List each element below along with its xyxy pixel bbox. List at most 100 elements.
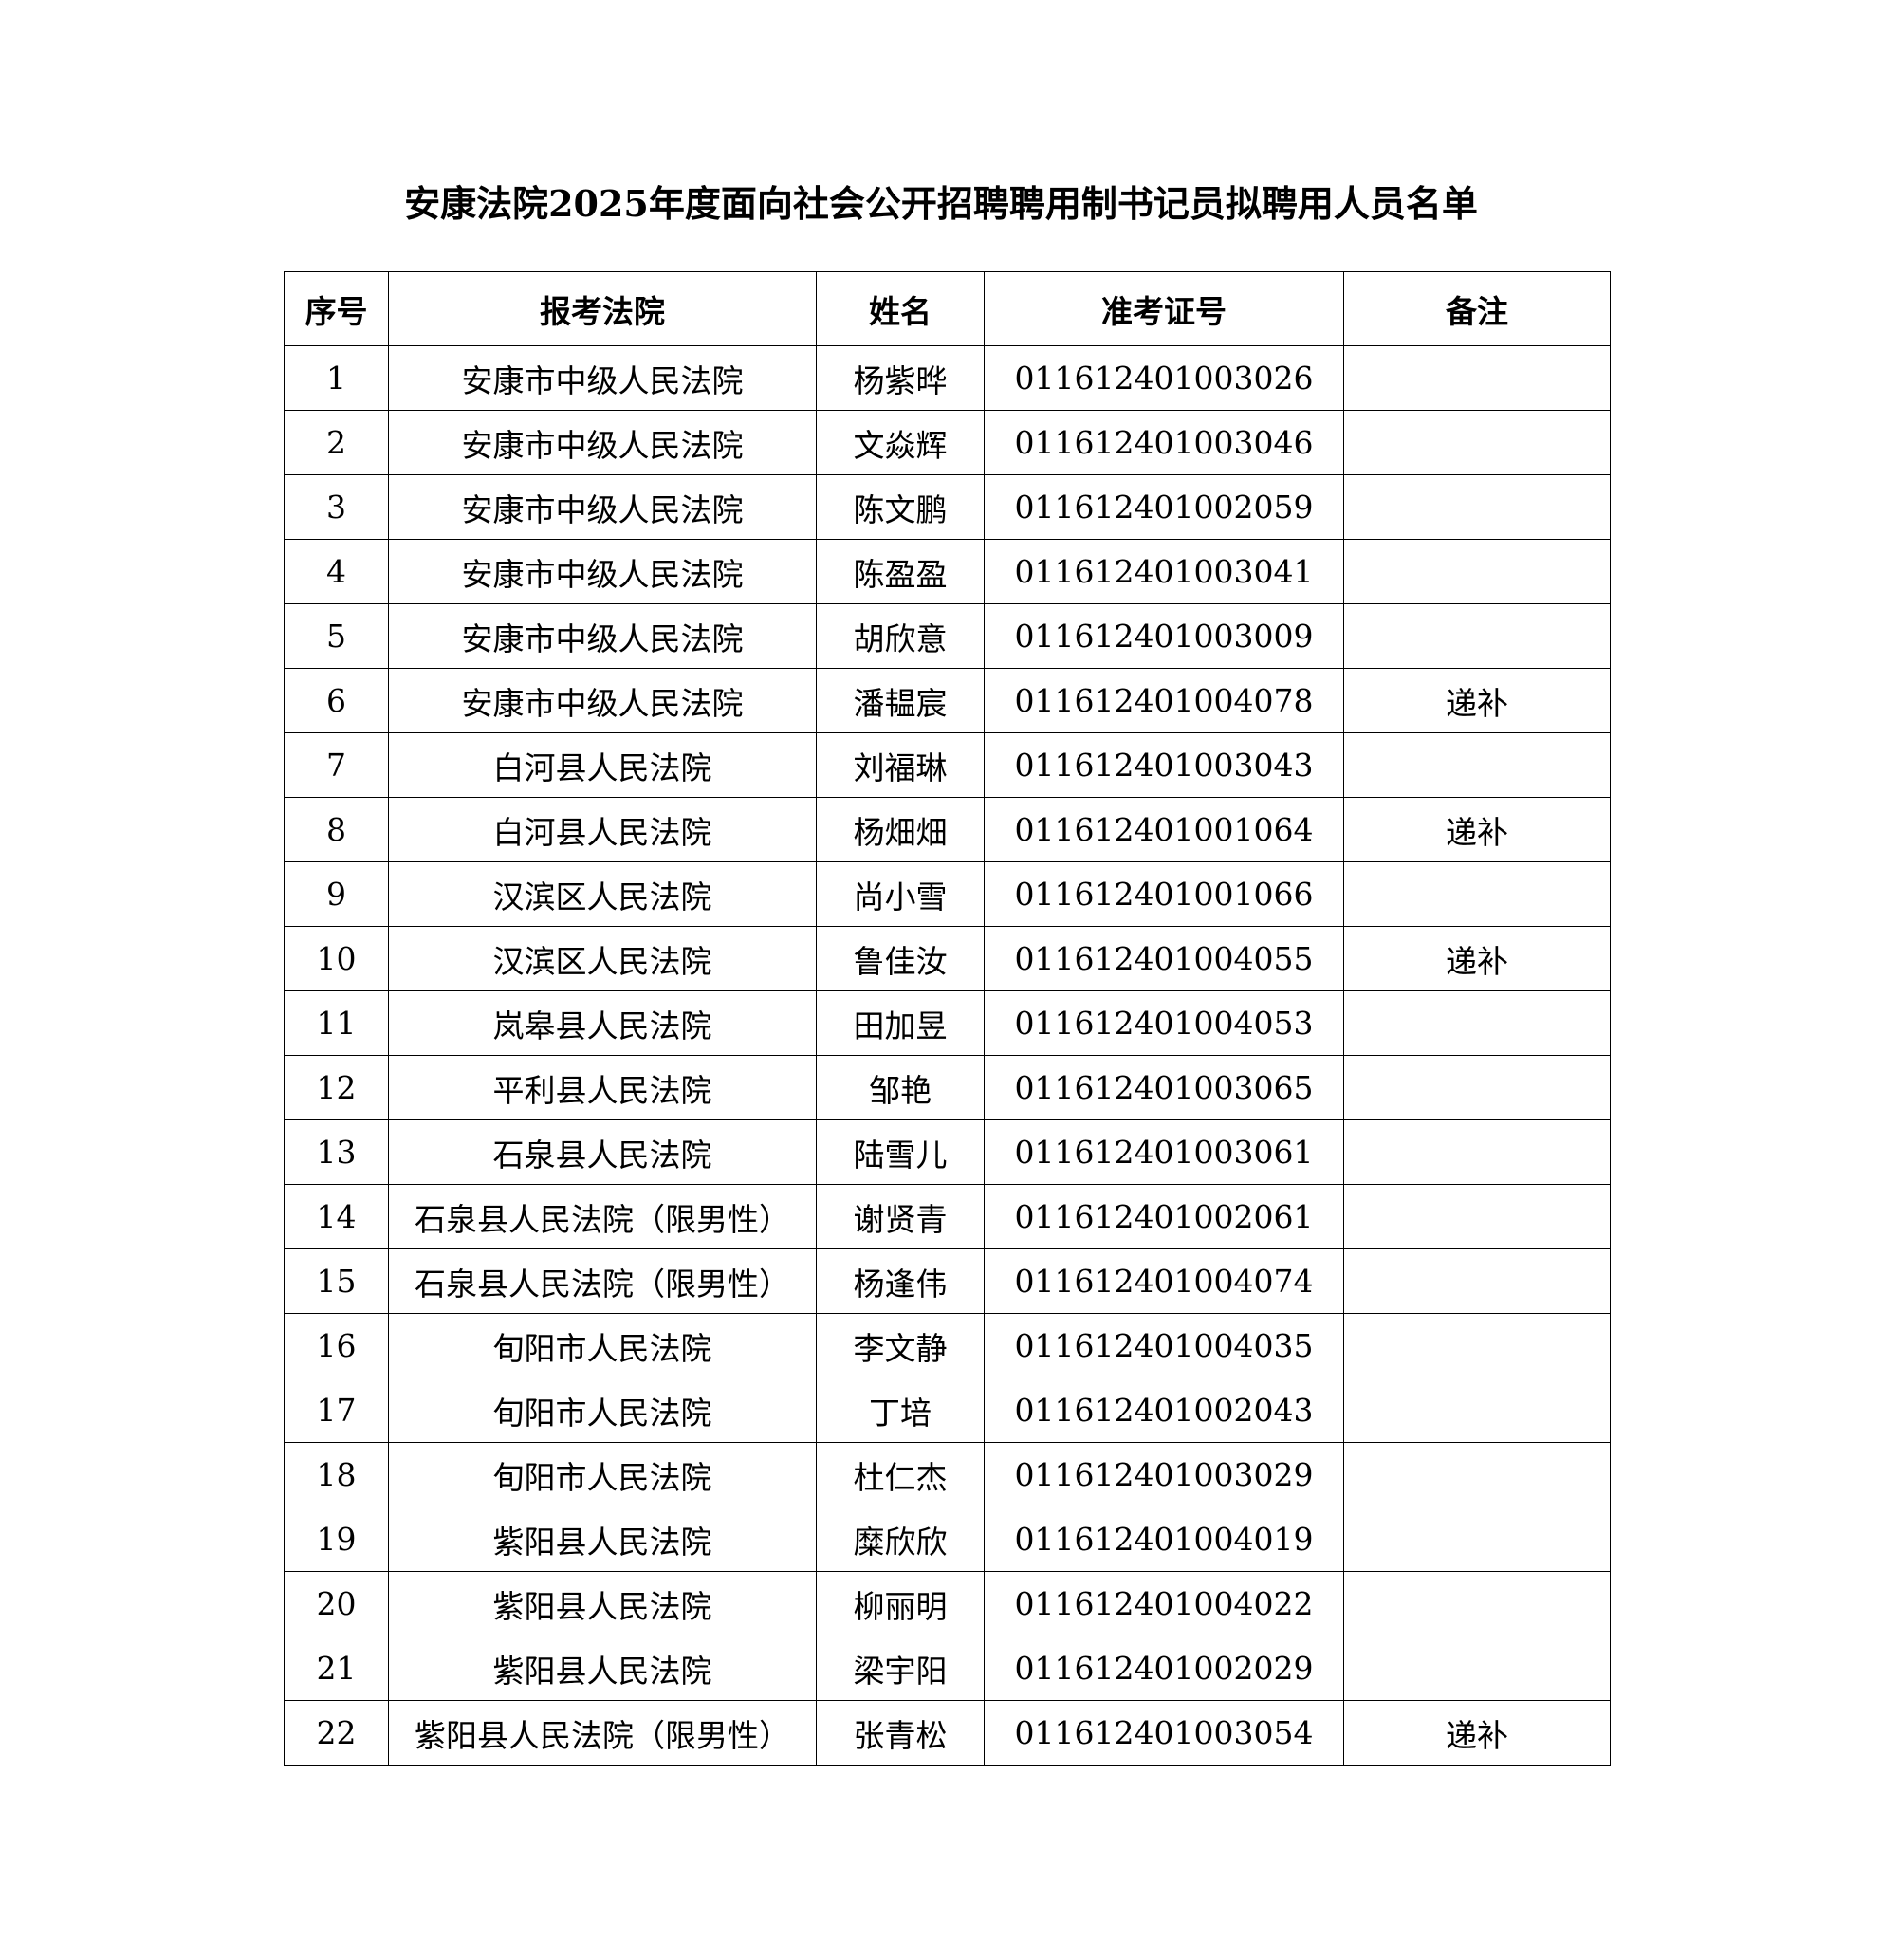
header-name: 姓名: [816, 271, 985, 346]
cell-name: 张青松: [816, 1700, 985, 1766]
cell-ticket-number: 011612401004078: [984, 668, 1344, 733]
cell-court: 白河县人民法院: [388, 797, 817, 862]
cell-remarks: [1343, 1184, 1611, 1249]
cell-remarks: [1343, 861, 1611, 927]
cell-index: 20: [284, 1571, 389, 1636]
header-ticket-number: 准考证号: [984, 271, 1344, 346]
cell-ticket-number: 011612401003041: [984, 539, 1344, 604]
cell-court: 汉滨区人民法院: [388, 926, 817, 991]
cell-remarks: [1343, 410, 1611, 475]
cell-remarks: [1343, 474, 1611, 540]
cell-remarks: [1343, 1313, 1611, 1378]
cell-name: 陈盈盈: [816, 539, 985, 604]
cell-court: 旬阳市人民法院: [388, 1313, 817, 1378]
cell-court: 安康市中级人民法院: [388, 668, 817, 733]
table-row: 2 安康市中级人民法院 文焱辉 011612401003046: [284, 410, 1611, 475]
cell-remarks: 递补: [1343, 1700, 1611, 1766]
table-row: 1 安康市中级人民法院 杨紫晔 011612401003026: [284, 345, 1611, 411]
cell-index: 7: [284, 732, 389, 798]
cell-court: 石泉县人民法院（限男性）: [388, 1184, 817, 1249]
cell-court: 安康市中级人民法院: [388, 345, 817, 411]
cell-remarks: [1343, 1248, 1611, 1314]
cell-index: 12: [284, 1055, 389, 1120]
table-row: 6 安康市中级人民法院 潘韫宸 011612401004078 递补: [284, 668, 1611, 733]
cell-index: 18: [284, 1442, 389, 1507]
cell-index: 6: [284, 668, 389, 733]
cell-court: 岚皋县人民法院: [388, 990, 817, 1056]
table-row: 9 汉滨区人民法院 尚小雪 011612401001066: [284, 861, 1611, 927]
table-row: 14 石泉县人民法院（限男性） 谢贤青 011612401002061: [284, 1184, 1611, 1249]
cell-remarks: [1343, 1507, 1611, 1572]
cell-name: 刘福琳: [816, 732, 985, 798]
cell-index: 14: [284, 1184, 389, 1249]
cell-ticket-number: 011612401003009: [984, 603, 1344, 669]
table-row: 12 平利县人民法院 邹艳 011612401003065: [284, 1055, 1611, 1120]
table-header-row: 序号 报考法院 姓名 准考证号 备注: [284, 271, 1611, 346]
cell-court: 石泉县人民法院（限男性）: [388, 1248, 817, 1314]
table-row: 5 安康市中级人民法院 胡欣意 011612401003009: [284, 603, 1611, 669]
cell-court: 紫阳县人民法院: [388, 1571, 817, 1636]
cell-ticket-number: 011612401003026: [984, 345, 1344, 411]
cell-ticket-number: 011612401004053: [984, 990, 1344, 1056]
candidate-table: 序号 报考法院 姓名 准考证号 备注 1 安康市中级人民法院 杨紫晔 01161240…: [284, 271, 1611, 1766]
table-row: 17 旬阳市人民法院 丁培 011612401002043: [284, 1378, 1611, 1443]
cell-index: 21: [284, 1636, 389, 1701]
cell-ticket-number: 011612401003065: [984, 1055, 1344, 1120]
cell-court: 安康市中级人民法院: [388, 603, 817, 669]
cell-ticket-number: 011612401003046: [984, 410, 1344, 475]
cell-ticket-number: 011612401003043: [984, 732, 1344, 798]
cell-court: 旬阳市人民法院: [388, 1378, 817, 1443]
table-row: 10 汉滨区人民法院 鲁佳汝 011612401004055 递补: [284, 926, 1611, 991]
cell-remarks: [1343, 539, 1611, 604]
cell-ticket-number: 011612401004074: [984, 1248, 1344, 1314]
table-row: 20 紫阳县人民法院 柳丽明 011612401004022: [284, 1571, 1611, 1636]
document-title: 安康法院2025年度面向社会公开招聘聘用制书记员拟聘用人员名单: [404, 182, 1478, 225]
cell-ticket-number: 011612401002061: [984, 1184, 1344, 1249]
cell-ticket-number: 011612401001064: [984, 797, 1344, 862]
table-row: 18 旬阳市人民法院 杜仁杰 011612401003029: [284, 1442, 1611, 1507]
cell-remarks: 递补: [1343, 797, 1611, 862]
cell-index: 10: [284, 926, 389, 991]
cell-name: 丁培: [816, 1378, 985, 1443]
cell-name: 杨逢伟: [816, 1248, 985, 1314]
cell-remarks: [1343, 1571, 1611, 1636]
cell-index: 3: [284, 474, 389, 540]
cell-name: 谢贤青: [816, 1184, 985, 1249]
table-row: 16 旬阳市人民法院 李文静 011612401004035: [284, 1313, 1611, 1378]
cell-ticket-number: 011612401003029: [984, 1442, 1344, 1507]
table-row: 3 安康市中级人民法院 陈文鹏 011612401002059: [284, 474, 1611, 540]
cell-index: 11: [284, 990, 389, 1056]
cell-court: 白河县人民法院: [388, 732, 817, 798]
cell-index: 9: [284, 861, 389, 927]
table-row: 11 岚皋县人民法院 田加昱 011612401004053: [284, 990, 1611, 1056]
cell-name: 田加昱: [816, 990, 985, 1056]
cell-ticket-number: 011612401002043: [984, 1378, 1344, 1443]
cell-ticket-number: 011612401002059: [984, 474, 1344, 540]
cell-index: 4: [284, 539, 389, 604]
cell-index: 2: [284, 410, 389, 475]
cell-court: 安康市中级人民法院: [388, 474, 817, 540]
cell-remarks: [1343, 345, 1611, 411]
header-court: 报考法院: [388, 271, 817, 346]
table-row: 15 石泉县人民法院（限男性） 杨逢伟 011612401004074: [284, 1248, 1611, 1314]
cell-court: 紫阳县人民法院: [388, 1636, 817, 1701]
cell-name: 李文静: [816, 1313, 985, 1378]
cell-name: 杜仁杰: [816, 1442, 985, 1507]
cell-ticket-number: 011612401004019: [984, 1507, 1344, 1572]
cell-name: 柳丽明: [816, 1571, 985, 1636]
cell-name: 陈文鹏: [816, 474, 985, 540]
cell-name: 胡欣意: [816, 603, 985, 669]
cell-index: 17: [284, 1378, 389, 1443]
cell-ticket-number: 011612401003061: [984, 1119, 1344, 1185]
table-row: 13 石泉县人民法院 陆雪儿 011612401003061: [284, 1119, 1611, 1185]
cell-name: 糜欣欣: [816, 1507, 985, 1572]
cell-remarks: [1343, 990, 1611, 1056]
cell-name: 邹艳: [816, 1055, 985, 1120]
cell-ticket-number: 011612401004055: [984, 926, 1344, 991]
cell-index: 15: [284, 1248, 389, 1314]
cell-index: 8: [284, 797, 389, 862]
cell-remarks: [1343, 732, 1611, 798]
cell-index: 1: [284, 345, 389, 411]
table-row: 22 紫阳县人民法院（限男性） 张青松 011612401003054 递补: [284, 1700, 1611, 1766]
cell-remarks: [1343, 1055, 1611, 1120]
